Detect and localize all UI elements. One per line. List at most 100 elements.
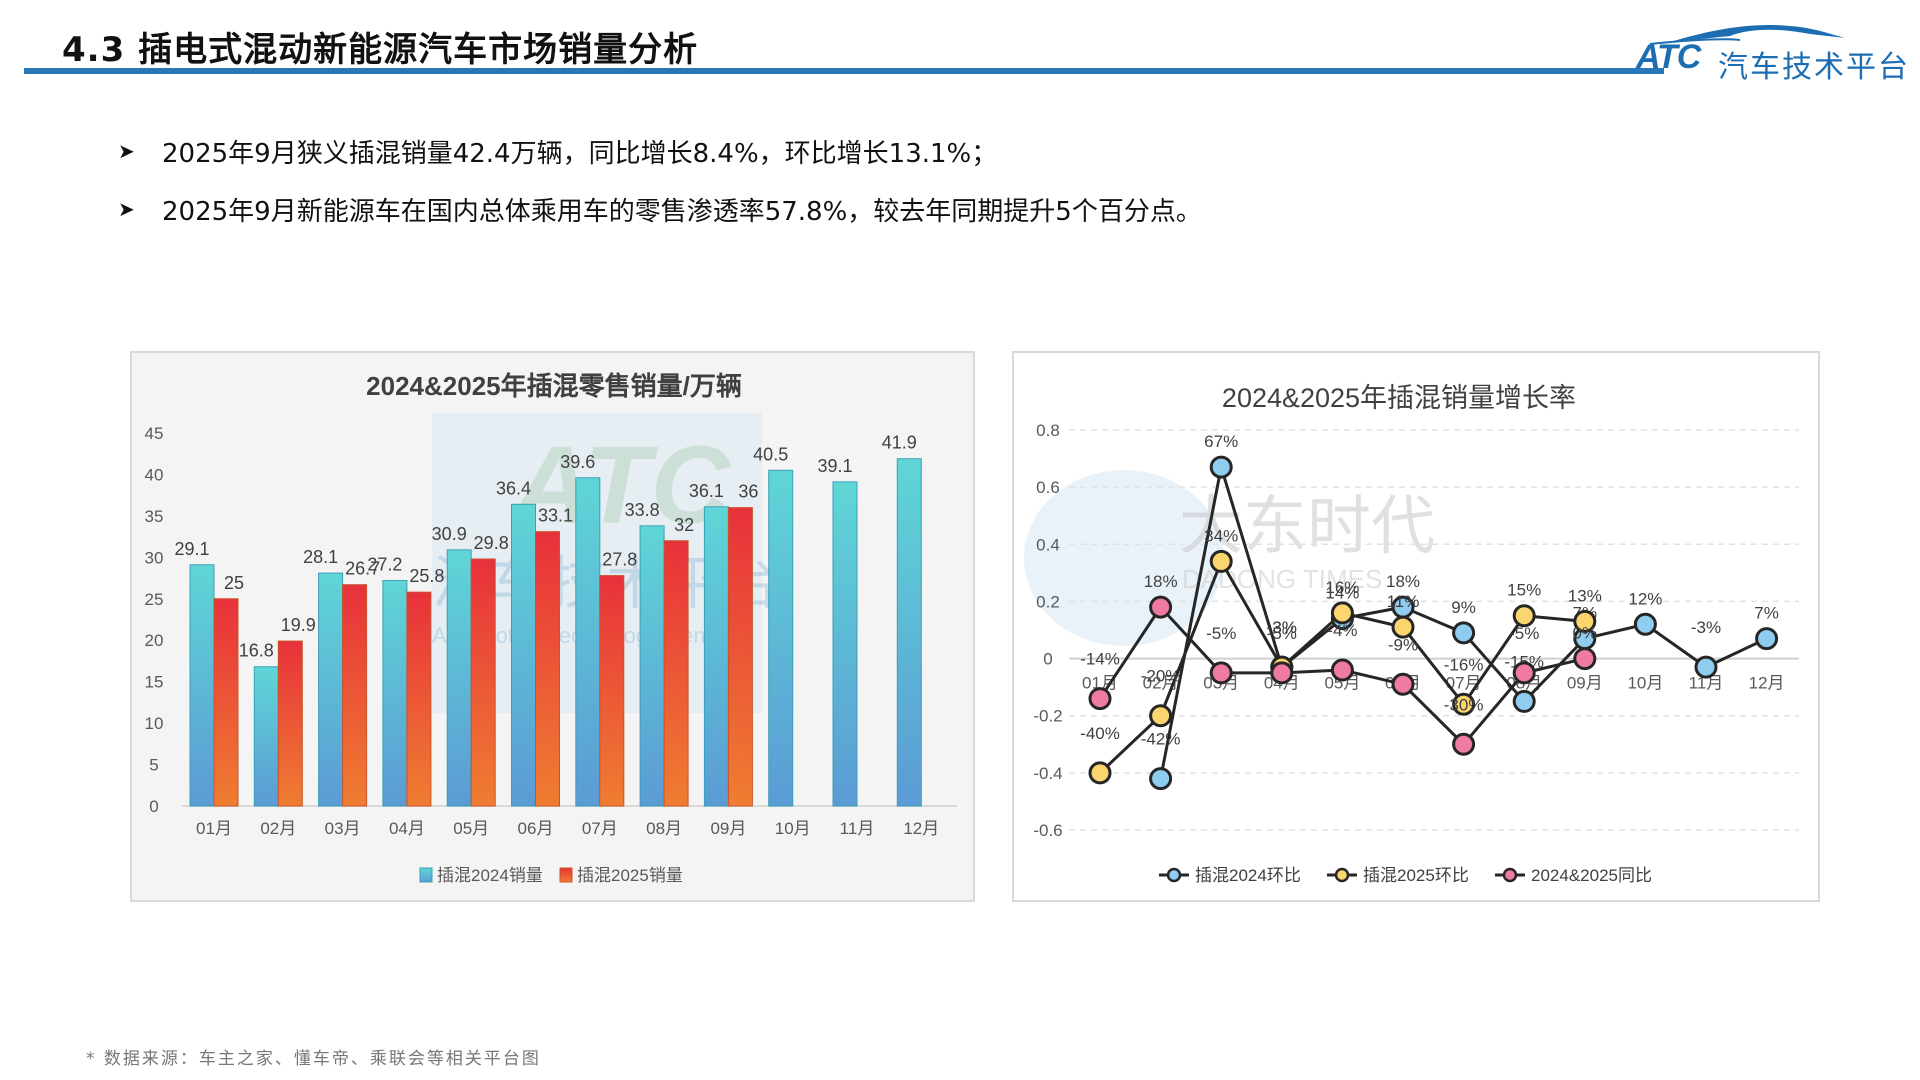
- logo-mark: ATC: [1636, 38, 1701, 76]
- data-point: [1209, 455, 1233, 479]
- bar-2024: [639, 525, 665, 807]
- bar-value-label: 40.5: [753, 444, 788, 464]
- x-tick-label: 07月: [1446, 674, 1482, 693]
- y-tick-label: 0.2: [1036, 592, 1060, 611]
- point-value-label: 9%: [1451, 598, 1476, 617]
- y-tick-label: 0: [1043, 650, 1052, 669]
- bar-value-label: 27.8: [602, 550, 637, 570]
- bar-2025: [599, 575, 625, 807]
- bullet-item: ➤ 2025年9月狭义插混销量42.4万辆，同比增长8.4%，环比增长13.1%…: [118, 133, 1202, 169]
- y-tick-label: 20: [145, 631, 164, 650]
- bar-value-label: 39.6: [560, 452, 595, 472]
- x-tick-label: 07月: [582, 819, 618, 838]
- bar-2025: [727, 507, 753, 807]
- car-silhouette-icon: [1649, 24, 1845, 45]
- data-point: [1755, 627, 1779, 651]
- x-tick-label: 09月: [1567, 674, 1603, 693]
- y-tick-label: -0.4: [1033, 764, 1062, 783]
- data-point: [1149, 704, 1173, 728]
- line-legend: 插混2024环比 插混2025环比 2024&2025同比: [1159, 866, 1652, 885]
- y-tick-label: -0.6: [1033, 821, 1062, 840]
- x-tick-label: 03月: [325, 819, 361, 838]
- point-value-label: 7%: [1754, 604, 1779, 623]
- data-point: [1391, 615, 1415, 639]
- data-point: [1209, 549, 1233, 573]
- summary-bullets: ➤ 2025年9月狭义插混销量42.4万辆，同比增长8.4%，环比增长13.1%…: [118, 133, 1202, 249]
- legend-label: 插混2024环比: [1195, 866, 1301, 885]
- x-tick-label: 09月: [710, 819, 746, 838]
- x-tick-label: 06月: [518, 819, 554, 838]
- bar-2025: [277, 640, 303, 807]
- bar-value-label: 26.7: [345, 559, 380, 579]
- data-point: [1512, 604, 1536, 628]
- x-tick-label: 05月: [1324, 674, 1360, 693]
- bar-2025: [535, 531, 560, 807]
- x-tick-label: 11月: [840, 819, 875, 838]
- point-value-label: -14%: [1080, 650, 1120, 669]
- legend-label: 插混2025销量: [577, 866, 683, 885]
- bar-value-label: 25.8: [409, 566, 444, 586]
- point-value-label: -16%: [1444, 655, 1484, 674]
- y-tick-label: 5: [149, 756, 158, 775]
- data-point: [1391, 672, 1415, 696]
- data-point: [1452, 732, 1476, 756]
- bar-2024: [896, 458, 922, 807]
- logo-text: 汽车技术平台: [1718, 50, 1910, 85]
- bar-value-label: 19.9: [281, 615, 316, 635]
- bar-2024: [253, 666, 279, 807]
- bar-value-label: 30.9: [432, 524, 467, 544]
- data-point: [1452, 621, 1476, 645]
- bar-value-label: 28.1: [303, 547, 338, 567]
- bar-value-label: 16.8: [239, 641, 274, 661]
- data-point: [1452, 692, 1476, 716]
- point-value-label: 18%: [1144, 572, 1178, 591]
- bar-2024: [382, 580, 408, 807]
- legend-label: 插混2025环比: [1363, 866, 1469, 885]
- data-point: [1088, 687, 1112, 711]
- point-value-label: -4%: [1327, 621, 1357, 640]
- y-tick-label: 35: [145, 507, 164, 526]
- line-chart-title: 2024&2025年插混销量增长率: [1222, 383, 1576, 413]
- point-value-label: 11%: [1387, 592, 1420, 611]
- x-tick-label: 01月: [1082, 674, 1118, 693]
- line-chart-growth-rate: 大东时代 DADONG TIMES 2024&2025年插混销量增长率 -0.6 -0.…: [1012, 351, 1820, 902]
- bar-2024: [575, 477, 601, 807]
- data-point: [1512, 689, 1536, 713]
- data-point: [1633, 612, 1657, 636]
- data-point: [1573, 609, 1597, 633]
- y-tick-label: 10: [145, 714, 164, 733]
- bar-chart-canvas: ATC汽车技术平台Automotive Technology Center202…: [145, 371, 957, 885]
- bar-value-label: 33.1: [538, 506, 573, 526]
- point-value-label: -5%: [1509, 624, 1539, 643]
- y-tick-label: 0.6: [1036, 478, 1060, 497]
- page-title: 4.3 插电式混动新能源汽车市场销量分析: [62, 30, 699, 70]
- point-value-label: 16%: [1325, 578, 1359, 597]
- bullet-text: 2025年9月狭义插混销量42.4万辆，同比增长8.4%，环比增长13.1%；: [162, 138, 998, 169]
- bar-2025: [213, 598, 239, 807]
- data-point: [1088, 761, 1112, 785]
- x-tick-label: 11月: [1689, 674, 1724, 693]
- bar-value-label: 36.1: [689, 481, 724, 501]
- title-divider: [24, 68, 1664, 74]
- y-tick-label: -0.2: [1033, 707, 1062, 726]
- data-point: [1330, 658, 1354, 682]
- bar-value-label: 36.4: [496, 478, 531, 498]
- x-tick-label: 02月: [260, 819, 296, 838]
- point-value-label: 67%: [1204, 432, 1238, 451]
- y-tick-label: 40: [145, 465, 164, 484]
- point-value-label: 13%: [1568, 586, 1602, 605]
- x-tick-label: 10月: [1627, 674, 1663, 693]
- x-tick-label: 08月: [646, 819, 682, 838]
- bullet-item: ➤ 2025年9月新能源车在国内总体乘用车的零售渗透率57.8%，较去年同期提升…: [118, 191, 1202, 227]
- x-tick-label: 10月: [775, 819, 811, 838]
- bar-2024: [832, 481, 858, 807]
- point-value-label: -20%: [1141, 667, 1181, 686]
- point-value-label: -3%: [1691, 618, 1721, 637]
- point-value-label: 0%: [1573, 624, 1598, 643]
- bar-2024: [318, 572, 344, 807]
- y-tick-label: 0.8: [1036, 421, 1060, 440]
- data-point: [1270, 661, 1294, 685]
- x-tick-label: 05月: [453, 819, 489, 838]
- x-tick-label: 04月: [389, 819, 425, 838]
